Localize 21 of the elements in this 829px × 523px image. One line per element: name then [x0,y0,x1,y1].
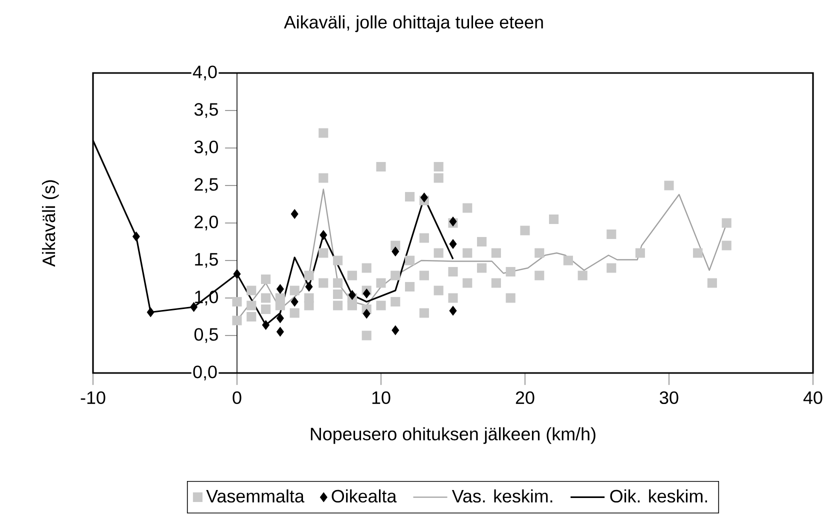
y-tick-label: 2,5 [194,178,218,193]
y-tick-label: 0,5 [194,328,218,343]
y-tick-label: 4,0 [192,66,217,80]
x-tick-label: 10 [372,391,390,404]
legend-label: Oik. keskim. [610,489,708,503]
legend-label: Vas. keskim. [452,489,552,503]
y-tick-label: 2,0 [194,216,218,230]
legend-label: Oikealta [332,489,397,503]
y-tick-label: 0,0 [193,366,217,380]
x-tick-label: 30 [660,391,678,404]
legend-label: Vasemmalta [206,489,304,503]
x-tick-label: 0 [232,391,242,404]
x-axis-title: Nopeusero ohituksen jälkeen (km/h) [310,427,596,444]
x-tick-label: 20 [516,391,534,404]
y-axis-title: Aikaväli (s) [42,180,59,267]
x-tick-label: -10 [80,391,106,404]
y-tick-label: 3,5 [194,103,218,118]
chart-title: Aikaväli, jolle ohittaja tulee eteen [284,15,543,32]
x-tick-label: 40 [803,391,822,404]
y-tick-label: 1,5 [195,253,218,268]
y-tick-label: 3,0 [194,140,218,156]
